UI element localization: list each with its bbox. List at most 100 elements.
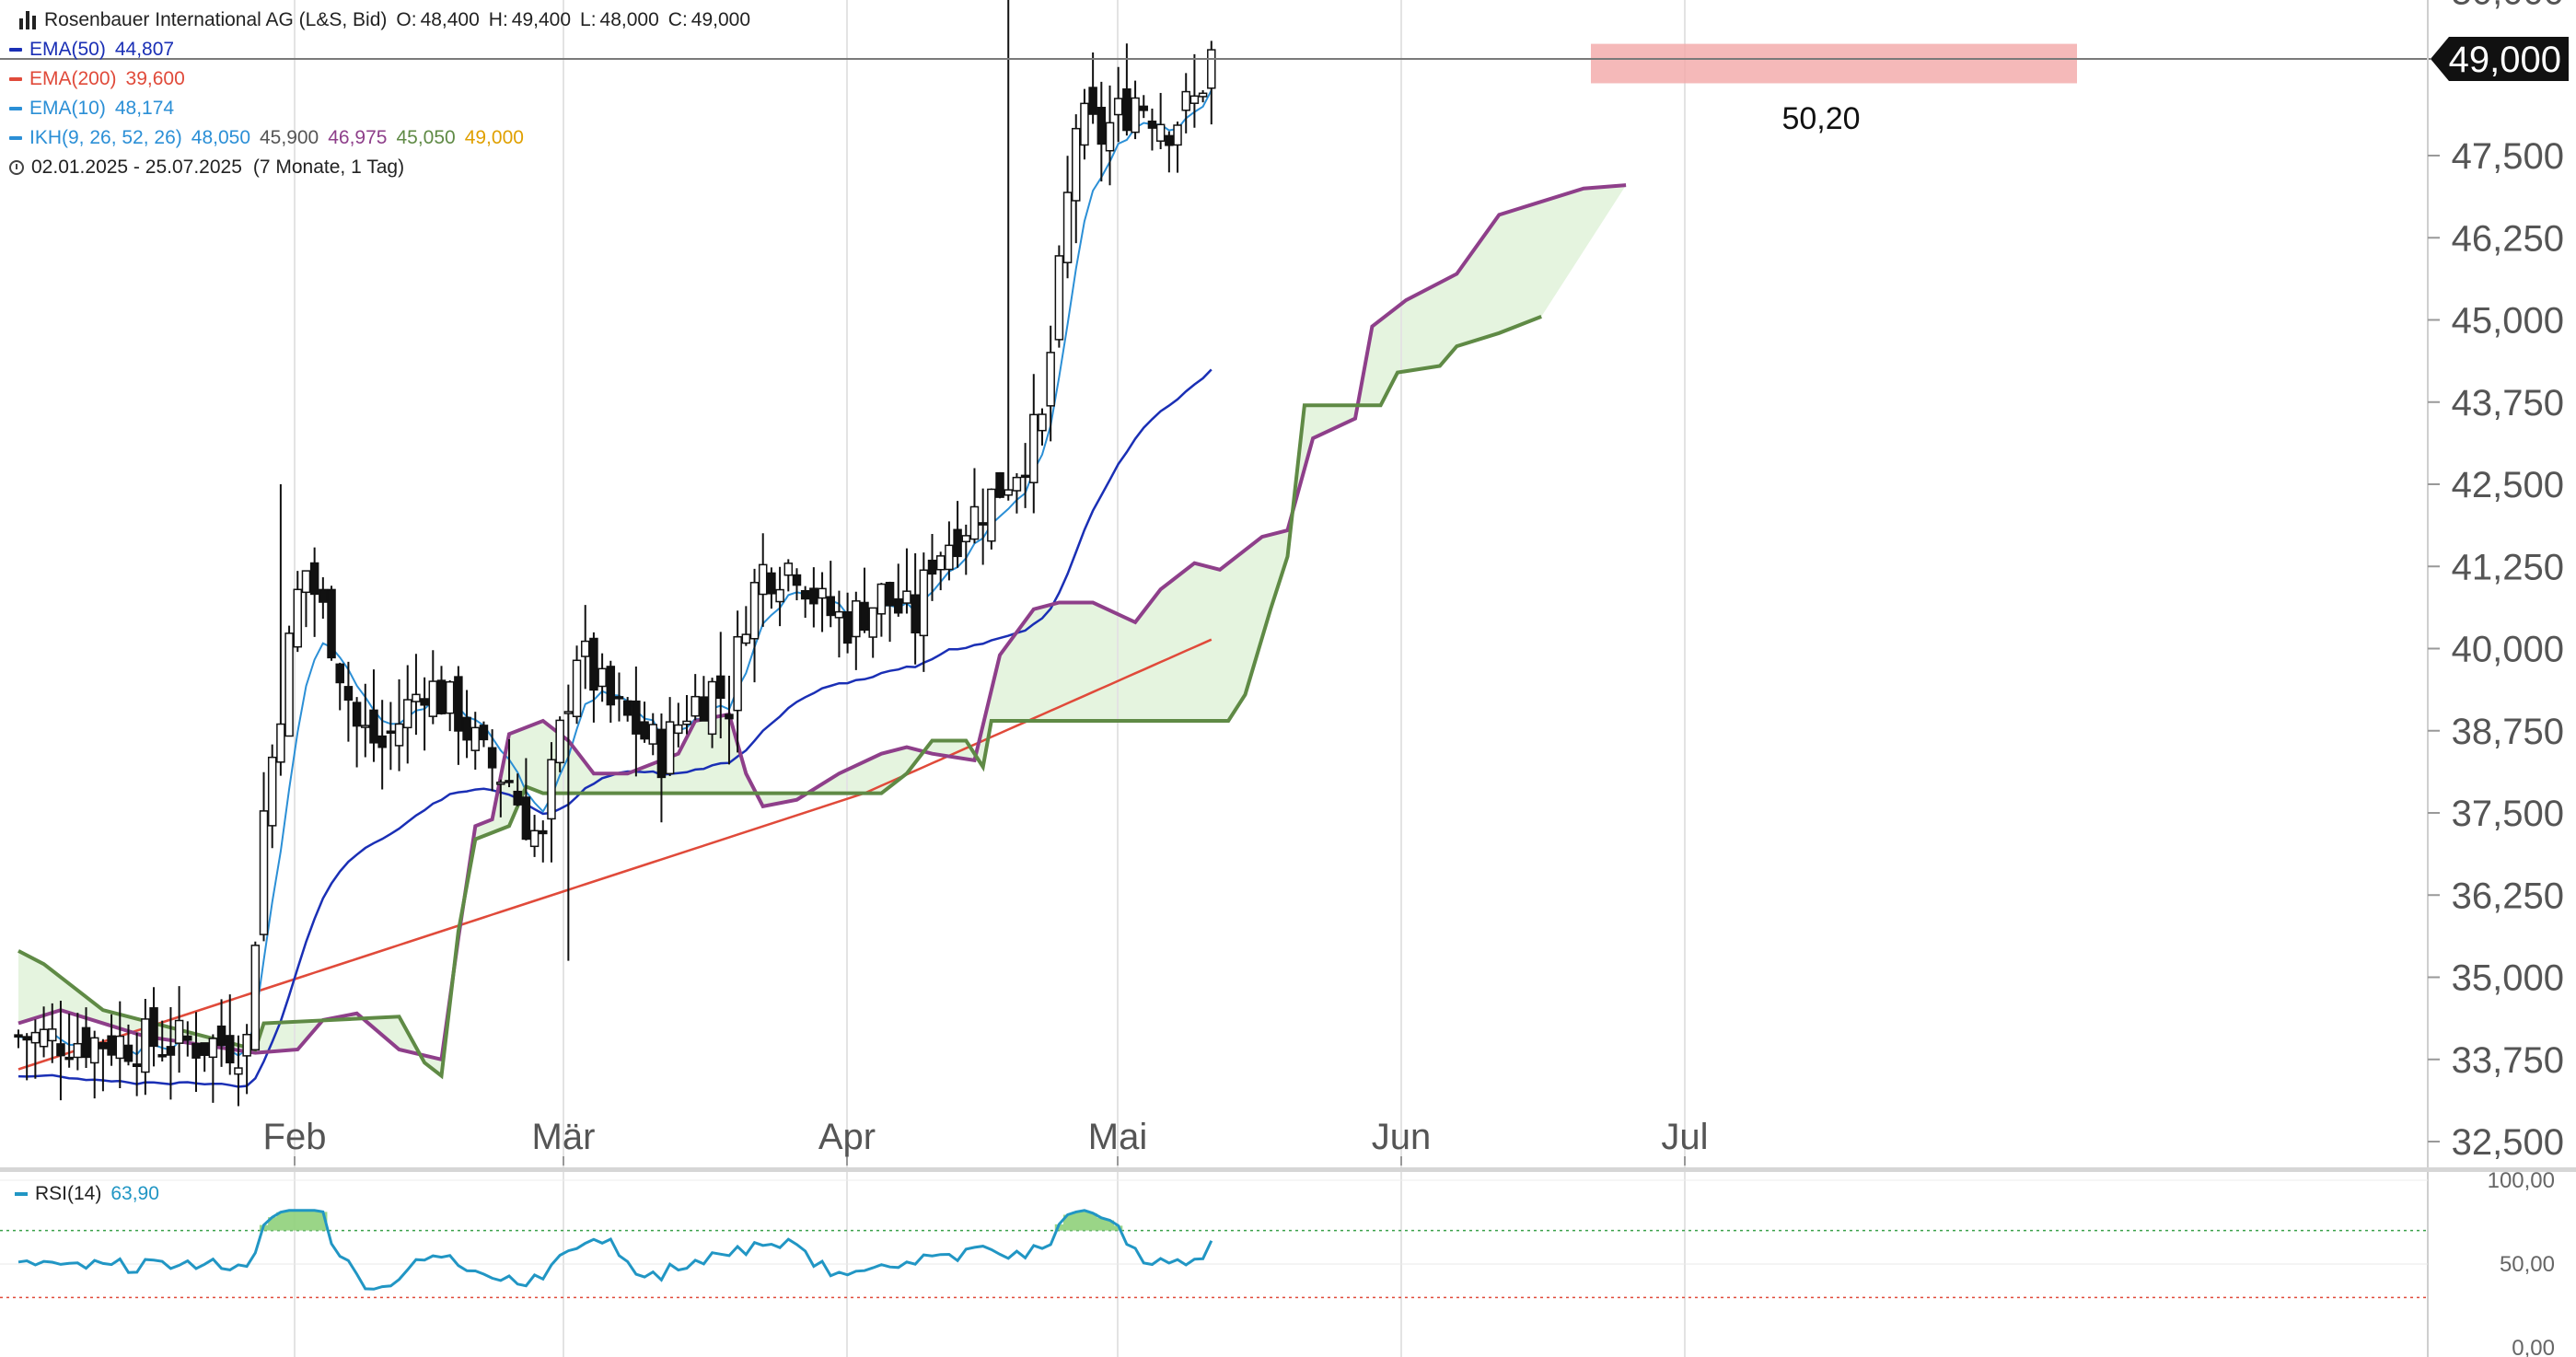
indicator-name: IKH(9, 26, 52, 26) [29, 127, 182, 148]
candle-body [428, 680, 438, 717]
rsi-axis-label: 50,00 [2500, 1252, 2555, 1277]
candle-body [953, 528, 962, 558]
rsi-axis-label: 100,00 [2488, 1168, 2555, 1193]
candle-body [995, 471, 1004, 498]
candle-body [792, 574, 802, 586]
open-value: 48,400 [420, 9, 480, 30]
indicator-value: 45,050 [396, 127, 456, 148]
candle-body [250, 945, 261, 1051]
candle-body [377, 735, 387, 748]
y-tick-label: 32,500 [2452, 1122, 2564, 1163]
candle-body [826, 596, 835, 617]
candle-body [276, 723, 285, 763]
candle-body [216, 1025, 226, 1047]
rsi-legend[interactable]: RSI(14) 63,90 [15, 1183, 159, 1205]
candle-body [614, 696, 624, 700]
instrument-name[interactable]: Rosenbauer International AG (L&S, Bid) [44, 9, 388, 30]
candle-body [656, 728, 667, 779]
candle-body [200, 1042, 209, 1056]
ema200-line [17, 638, 1213, 1071]
candle-body [242, 1033, 251, 1057]
candle-body [208, 1038, 218, 1059]
candle-body [73, 1042, 83, 1059]
candle-body [81, 1026, 91, 1059]
indicator-row[interactable]: EMA(50) 44,807 [9, 35, 750, 64]
candle-body [919, 569, 929, 637]
candle-body [682, 720, 691, 725]
y-tick-label: 33,750 [2452, 1040, 2564, 1081]
candle-body [800, 589, 810, 600]
indicator-value: 48,050 [191, 127, 250, 148]
x-tick-label: Mär [532, 1117, 596, 1157]
indicator-row[interactable]: IKH(9, 26, 52, 26) 48,050 45,900 46,975 45,0… [9, 123, 750, 153]
candle-body [132, 1063, 142, 1068]
candle-body [361, 725, 370, 728]
candle-body [580, 640, 590, 657]
rsi-swatch [15, 1192, 28, 1196]
candle-body [632, 700, 641, 735]
candle-body [539, 829, 548, 835]
candle-body [733, 635, 742, 712]
candle-body [1131, 97, 1140, 133]
candle-body [1139, 105, 1149, 111]
candle-body [1207, 49, 1216, 89]
period-duration: (7 Monate, 1 Tag) [252, 157, 405, 178]
candle-body [648, 724, 657, 745]
candle-body [412, 693, 421, 702]
candle-body [969, 505, 980, 540]
candle-body [234, 1067, 243, 1075]
candle-body [327, 588, 336, 659]
indicator-name: EMA(10) [29, 98, 106, 119]
indicator-value: 46,975 [328, 127, 388, 148]
candle-body [1038, 413, 1047, 432]
candle-body [64, 1056, 74, 1061]
y-tick-label: 46,250 [2452, 218, 2564, 259]
indicator-swatch [9, 48, 22, 52]
candle-body [547, 759, 556, 820]
candle-body [987, 488, 996, 542]
low-label: L: [580, 9, 597, 30]
candle-body [343, 686, 354, 702]
candle-body [1080, 102, 1089, 146]
candle-body [775, 588, 784, 603]
senkou-span-b [17, 315, 1542, 1080]
candle-body [1012, 476, 1022, 492]
x-tick-label: Apr [818, 1117, 876, 1157]
candle-body [725, 713, 734, 720]
candle-body [885, 582, 895, 607]
x-tick-label: Feb [263, 1117, 327, 1157]
candle-body [123, 1044, 133, 1062]
candle-body [1029, 413, 1039, 483]
candle-body [690, 695, 700, 717]
resistance-zone [1591, 43, 2077, 84]
candle-body [1105, 122, 1115, 152]
candle-body [513, 790, 522, 806]
candle-body [749, 582, 760, 640]
candle-body [369, 709, 378, 744]
candle-body [14, 1034, 23, 1038]
candle-body [1165, 134, 1174, 146]
rsi-axis-label: 0,00 [2512, 1336, 2555, 1357]
candle-body [555, 719, 564, 764]
candle-body [868, 607, 877, 638]
candle-body [961, 535, 971, 543]
indicator-row[interactable]: EMA(10) 48,174 [9, 94, 750, 123]
candle-body [818, 587, 827, 599]
candle-body [141, 1018, 150, 1073]
candle-body [267, 756, 277, 827]
candle-body [707, 680, 717, 736]
candle-body [834, 610, 844, 619]
candle-body [716, 675, 725, 700]
candle-body [563, 711, 574, 714]
candle-body [622, 700, 632, 716]
indicator-row[interactable]: EMA(200) 39,600 [9, 64, 750, 94]
candle-body [1072, 127, 1081, 202]
high-value: 49,400 [511, 9, 572, 30]
candle-body [758, 563, 768, 596]
last-price-label: 49,000 [2449, 40, 2561, 80]
candle-body [56, 1043, 65, 1057]
candle-body [911, 594, 920, 634]
high-label: H: [488, 9, 508, 30]
instrument-header: Rosenbauer International AG (L&S, Bid) O… [9, 6, 750, 35]
